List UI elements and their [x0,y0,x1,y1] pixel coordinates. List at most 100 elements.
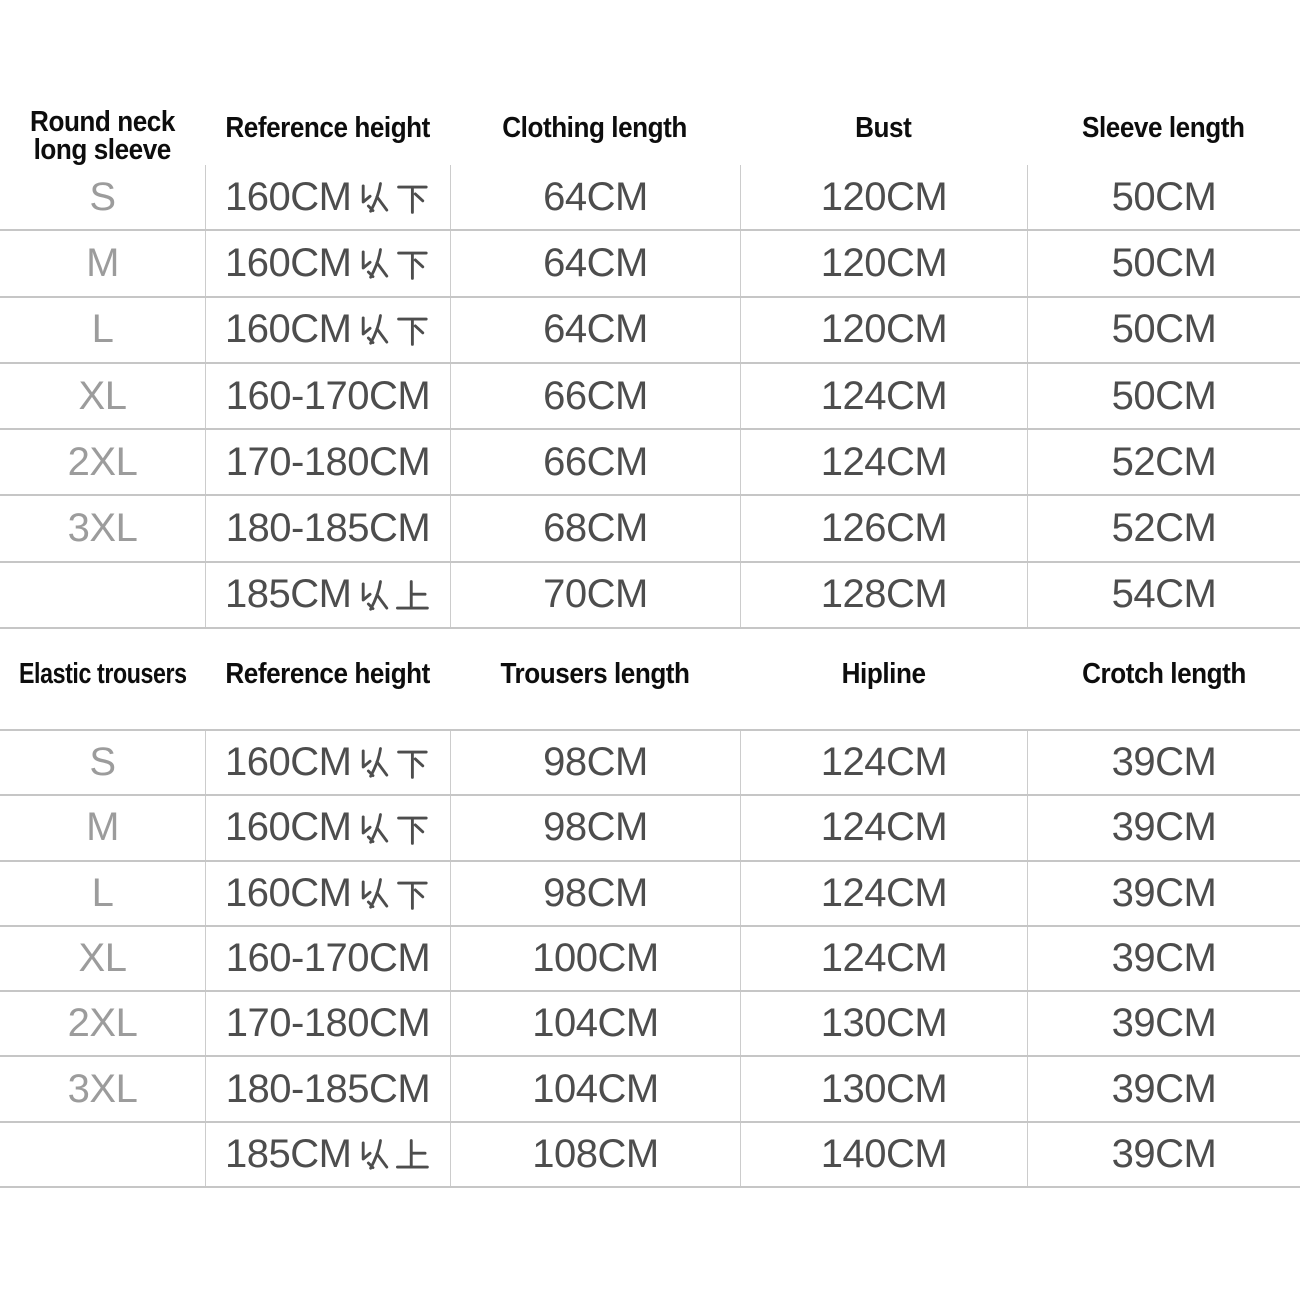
trousers-length-cell: 108CM [450,1122,740,1187]
hipline-cell: 130CM [740,992,1027,1056]
trousers-title-label: Elastic trousers [18,658,187,690]
shirt-table-title: Round neck long sleeve [0,106,205,166]
trousers-table-header: Elastic trousers Reference height Trouse… [0,658,1300,690]
reference-height-cell: 160CM [205,297,450,362]
trousers-table-title: Elastic trousers [0,658,205,690]
column-header-reference-height: Reference height [205,658,450,690]
table-row: 2XL 170-180CM 66CM 124CM 52CM [0,430,1300,497]
trousers-length-cell: 98CM [450,731,740,795]
column-header-label: Reference height [225,112,430,144]
sleeve-length-cell: 50CM [1027,363,1300,429]
table-row: S 160CM 64CM 120CM 50CM [0,165,1300,232]
table-row: M 160CM 64CM 120CM 50CM [0,231,1300,298]
reference-height-cell: 185CM [205,1122,450,1187]
trousers-length-cell: 104CM [450,992,740,1056]
cjk-char-yi-icon [362,248,389,279]
column-header-label: Clothing length [502,112,688,144]
cjk-char-yi-icon [362,314,389,345]
cjk-char-yi-icon [362,812,389,844]
hipline-cell: 140CM [740,1122,1027,1187]
bust-cell: 124CM [740,363,1027,429]
sleeve-length-cell: 50CM [1027,297,1300,362]
hipline-cell: 124CM [740,861,1027,925]
size-cell: M [86,240,119,285]
bust-cell: 126CM [740,496,1027,561]
cjk-char-yi-icon [362,1139,389,1170]
table-row: 3XL 180-185CM 68CM 126CM 52CM [0,496,1300,563]
cjk-char-yi-icon [362,181,389,213]
reference-height-cell: 160CM [205,231,450,296]
table-row: L 160CM 64CM 120CM 50CM [0,297,1300,364]
column-header-label: Hipline [841,658,926,690]
crotch-length-cell: 39CM [1027,992,1300,1056]
table-row: 185CM 70CM 128CM 54CM [0,562,1300,630]
size-cell: 3XL [67,506,138,551]
clothing-length-cell: 70CM [450,562,740,628]
column-header-label: Trousers length [500,658,690,690]
shirt-size-table: S 160CM 64CM 120CM 50CM M 160CM 64CM 120… [0,165,1300,630]
bust-cell: 124CM [740,430,1027,495]
cjk-char-below-icon [397,881,428,910]
size-cell [0,563,205,627]
size-cell: M [86,805,119,850]
clothing-length-cell: 64CM [450,231,740,296]
column-header-label: Crotch length [1081,658,1246,690]
trousers-length-cell: 100CM [450,926,740,991]
reference-height-cell: 160CM [205,861,450,925]
cjk-char-below-icon [397,750,428,780]
size-cell: S [89,740,116,785]
shirt-title-line1: Round neck [30,106,175,138]
cjk-char-above-icon [396,1139,430,1169]
size-cell: 3XL [67,1066,138,1111]
reference-height-cell: 180-185CM [205,496,450,561]
size-cell: L [91,307,114,352]
bust-cell: 120CM [740,297,1027,362]
table-row: XL 160-170CM 66CM 124CM 50CM [0,363,1300,431]
size-cell [0,1123,205,1186]
sleeve-length-cell: 50CM [1027,165,1300,230]
shirt-title-line2: long sleeve [33,134,172,166]
cjk-char-above-icon [396,579,430,610]
column-header-label: Reference height [225,658,430,690]
hipline-cell: 130CM [740,1057,1027,1121]
cjk-char-below-icon [397,185,428,214]
column-header-reference-height: Reference height [205,108,450,164]
size-cell: S [89,174,116,219]
column-header-label: Bust [855,112,912,144]
table-row: S 160CM 98CM 124CM 39CM [0,731,1300,797]
column-header-trousers-length: Trousers length [450,658,740,690]
cjk-char-below-icon [397,251,428,280]
size-cell: L [91,870,114,915]
sleeve-length-cell: 52CM [1027,496,1300,561]
column-header-sleeve-length: Sleeve length [1027,108,1300,164]
column-header-label: Sleeve length [1082,112,1245,144]
trousers-length-cell: 104CM [450,1057,740,1121]
table-row: 185CM 108CM 140CM 39CM [0,1122,1300,1189]
reference-height-cell: 160CM [205,165,450,230]
reference-height-cell: 160CM [205,796,450,860]
table-row: 3XL 180-185CM 104CM 130CM 39CM [0,1057,1300,1123]
reference-height-cell: 170-180CM [205,430,450,495]
hipline-cell: 124CM [740,796,1027,860]
column-header-clothing-length: Clothing length [450,108,740,164]
trousers-size-table: S 160CM 98CM 124CM 39CM M 160CM 98CM 124… [0,729,1300,1189]
hipline-cell: 124CM [740,731,1027,795]
table-row: M 160CM 98CM 124CM 39CM [0,796,1300,862]
reference-height-cell: 170-180CM [205,992,450,1056]
bust-cell: 120CM [740,231,1027,296]
clothing-length-cell: 64CM [450,165,740,230]
size-cell: 2XL [67,1001,138,1046]
clothing-length-cell: 64CM [450,297,740,362]
size-cell: XL [78,373,127,418]
cjk-char-yi-icon [362,747,389,778]
table-row: XL 160-170CM 100CM 124CM 39CM [0,926,1300,993]
crotch-length-cell: 39CM [1027,731,1300,795]
clothing-length-cell: 66CM [450,430,740,495]
crotch-length-cell: 39CM [1027,926,1300,991]
column-header-hipline: Hipline [740,658,1027,690]
bust-cell: 120CM [740,165,1027,230]
table-row: 2XL 170-180CM 104CM 130CM 39CM [0,992,1300,1058]
cjk-char-yi-icon [362,878,389,909]
column-header-crotch-length: Crotch length [1027,658,1300,690]
